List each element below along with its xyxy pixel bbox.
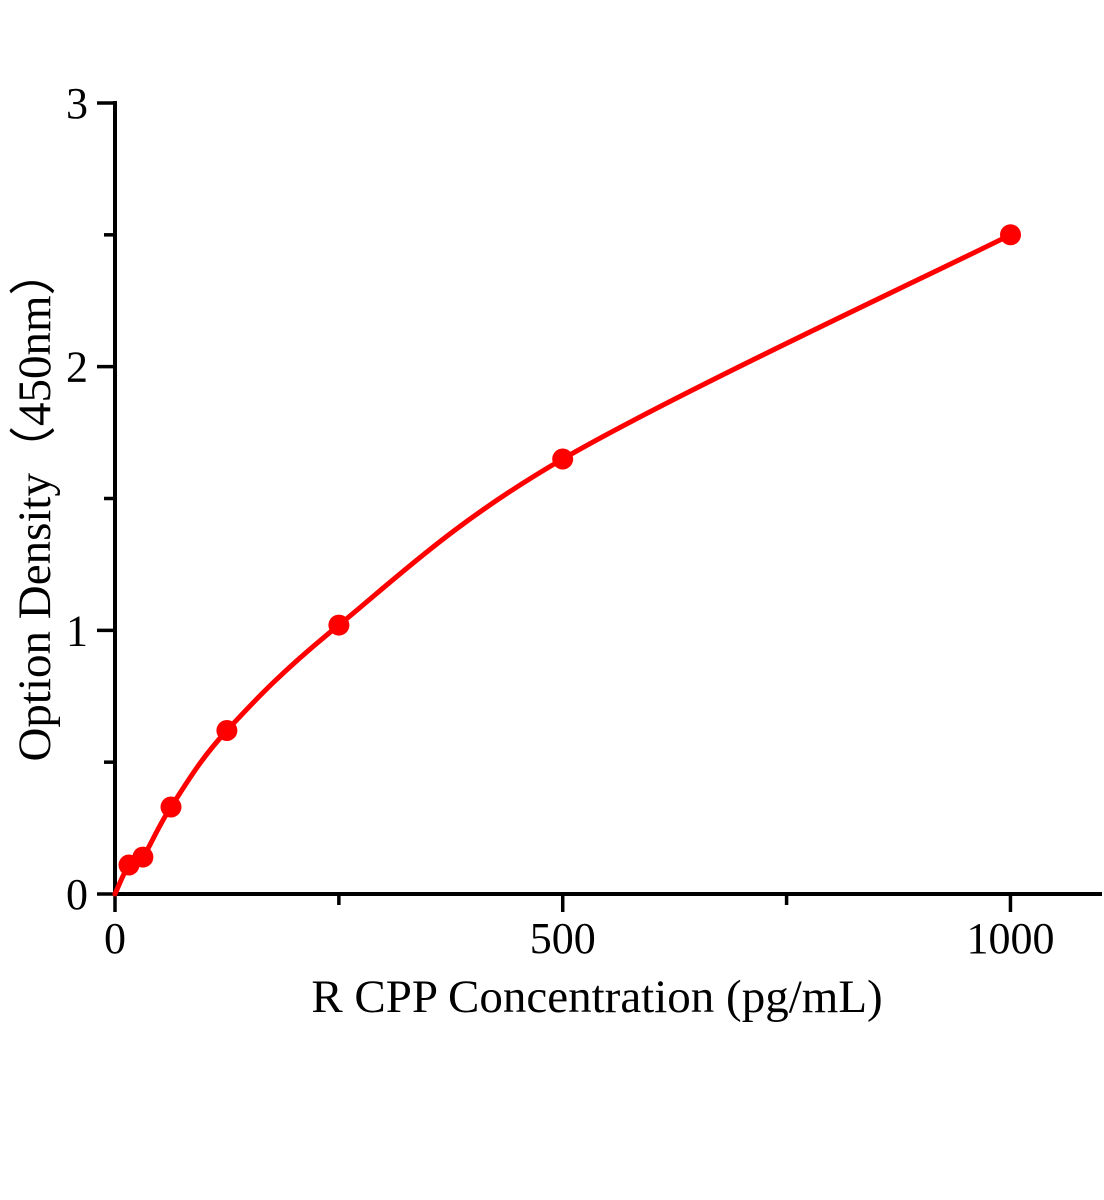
labels-layer: R CPP Concentration (pg/mL) Option Densi… (9, 248, 883, 1023)
data-point (328, 614, 350, 636)
data-point (160, 796, 182, 818)
series-layer (112, 224, 1021, 897)
axes-layer: 0 500 1000 0 1 2 3 (66, 79, 1102, 963)
y-axis-title: Option Density（450nm） (9, 248, 61, 761)
data-point (216, 720, 238, 741)
x-tick-label: 0 (104, 914, 126, 963)
x-tick-label: 500 (530, 914, 596, 963)
y-tick-label: 0 (66, 870, 88, 919)
y-tick-label: 3 (66, 79, 88, 128)
x-tick-label: 1000 (966, 914, 1054, 963)
data-point (132, 846, 154, 868)
data-point (552, 448, 574, 470)
x-axis-title: R CPP Concentration (pg/mL) (311, 971, 882, 1023)
y-tick-label: 2 (66, 343, 88, 392)
data-point (1000, 224, 1021, 246)
standard-curve-line (112, 232, 1013, 897)
y-tick-label: 1 (66, 606, 88, 655)
